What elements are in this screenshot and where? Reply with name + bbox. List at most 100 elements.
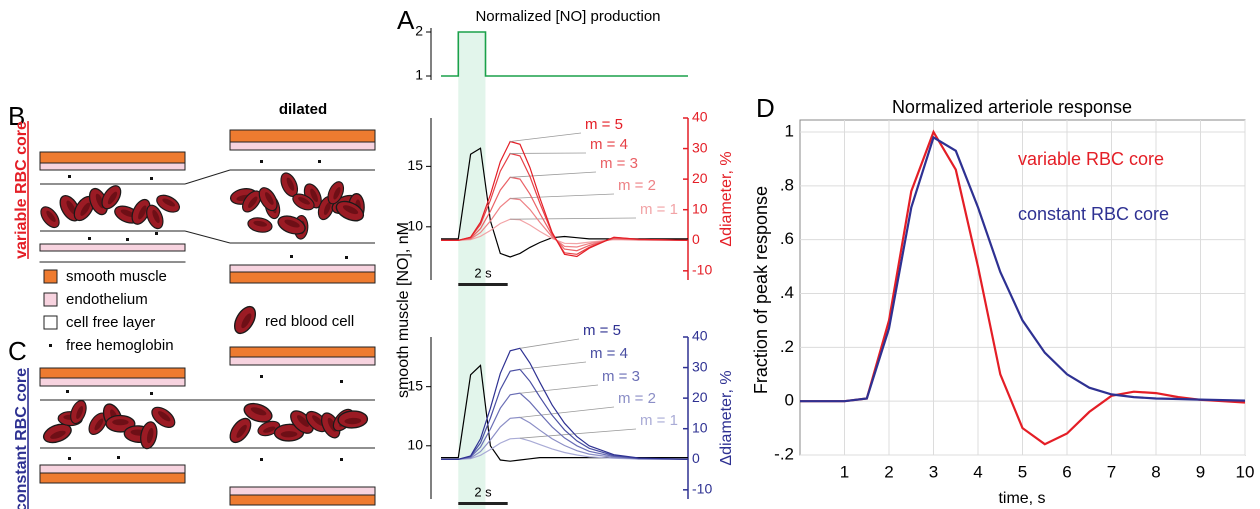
free-hemoglobin	[260, 160, 263, 163]
series-label: m = 2	[618, 177, 656, 194]
y-tick-label: .2	[780, 337, 794, 356]
rbc-dimple	[66, 200, 77, 215]
vessel-layer	[229, 356, 376, 366]
rbc-dimple	[342, 205, 359, 215]
y-tick-label: 15	[407, 157, 423, 173]
y2-tick-label: 30	[692, 139, 708, 155]
rbc-dimple	[250, 407, 267, 416]
no-concentration-line	[441, 147, 688, 258]
free-hemoglobin	[126, 238, 129, 241]
legend-label: constant RBC core	[1018, 204, 1169, 224]
diameter-line	[441, 416, 689, 460]
y-tick-label: 10	[407, 218, 423, 234]
diameter-line	[441, 218, 689, 245]
diameter-line	[441, 140, 689, 258]
x-tick-label: 5	[1018, 462, 1027, 481]
rbc-dimple	[46, 210, 56, 222]
rbc-dimple	[286, 177, 295, 191]
no-production-line	[441, 31, 688, 77]
x-axis-label: time, s	[998, 490, 1045, 507]
vessel-layer	[39, 472, 186, 484]
rbc-dimple	[80, 202, 91, 216]
x-tick-label: 3	[929, 462, 938, 481]
constant-core-label: constant RBC core	[13, 368, 30, 509]
free-hemoglobin	[318, 160, 321, 163]
panel-label: D	[756, 93, 775, 123]
free-hemoglobin	[340, 458, 343, 461]
diameter-line	[441, 368, 689, 460]
rbc-dimple	[298, 197, 310, 205]
y-tick-label: 1	[415, 67, 423, 83]
label-leader	[519, 384, 599, 394]
series-label: m = 3	[600, 155, 638, 172]
rbc-dimple	[120, 209, 135, 218]
series-label: m = 2	[618, 390, 656, 407]
series-label: m = 1	[640, 201, 678, 218]
rbc-dimple	[297, 415, 309, 427]
red-blood-cell	[151, 406, 176, 428]
chart-title: Normalized arteriole response	[892, 97, 1132, 117]
legend-label: red blood cell	[265, 313, 354, 330]
series-label: m = 4	[590, 345, 628, 362]
label-leader	[510, 193, 615, 199]
vessel-layer	[39, 377, 186, 387]
free-hemoglobin	[68, 175, 71, 178]
free-hemoglobin	[340, 380, 343, 383]
y-tick-label: 15	[407, 377, 423, 393]
y-tick-label: 1	[785, 121, 794, 140]
rbc-dimple	[248, 196, 258, 208]
legend-label: cell free layer	[66, 314, 155, 331]
legend-swatch	[49, 344, 52, 347]
rbc-dimple	[157, 411, 171, 422]
x-tick-label: 1	[840, 462, 849, 481]
series-label: m = 5	[585, 116, 623, 133]
red-blood-cell	[229, 417, 252, 444]
red-blood-cell	[70, 400, 87, 425]
red-blood-cell	[247, 217, 273, 233]
rbc-dimple	[312, 415, 324, 426]
free-hemoglobin	[150, 392, 153, 395]
rbc-dimple	[76, 406, 84, 419]
rbc-dimple	[263, 426, 276, 433]
scale-bar	[458, 283, 508, 286]
red-blood-cell	[273, 423, 305, 442]
y2-axis-label: Δdiameter, %	[718, 370, 735, 465]
x-tick-label: 4	[973, 462, 982, 481]
response-line	[800, 135, 1246, 403]
rbc-dimple	[112, 419, 129, 426]
label-leader	[510, 132, 582, 142]
y-tick-label: 2	[415, 23, 423, 39]
variable-core-label: variable RBC core	[13, 121, 30, 259]
vessel-layer	[229, 486, 376, 496]
legend-label: smooth muscle	[66, 268, 167, 285]
panel-label: C	[8, 336, 27, 366]
rbc-dimple	[162, 198, 176, 207]
red-blood-cell	[277, 215, 306, 235]
free-hemoglobin	[150, 177, 153, 180]
rbc-dimple	[241, 313, 252, 329]
rbc-dimple	[146, 427, 154, 444]
red-blood-cell	[327, 181, 345, 205]
vessel-layer	[229, 346, 376, 358]
rbc-dimple	[50, 430, 66, 439]
label-leader	[520, 428, 637, 439]
y2-tick-label: -10	[692, 481, 712, 497]
y2-tick-label: -10	[692, 262, 712, 278]
y2-tick-label: 0	[692, 231, 700, 247]
scale-bar	[458, 502, 508, 505]
free-hemoglobin	[68, 457, 71, 460]
y2-tick-label: 40	[692, 109, 708, 125]
free-hemoglobin	[88, 237, 91, 240]
y2-tick-label: 40	[692, 328, 708, 344]
free-hemoglobin	[66, 390, 69, 393]
red-blood-cell	[146, 204, 164, 230]
x-tick-label: 9	[1196, 462, 1205, 481]
rbc-dimple	[323, 202, 331, 215]
red-blood-cell	[233, 305, 257, 335]
y-axis-label: Fraction of peak response	[751, 186, 771, 394]
x-tick-label: 6	[1062, 462, 1071, 481]
panel-label: B	[8, 101, 25, 131]
label-leader	[510, 217, 637, 220]
vessel-layer	[229, 141, 376, 151]
